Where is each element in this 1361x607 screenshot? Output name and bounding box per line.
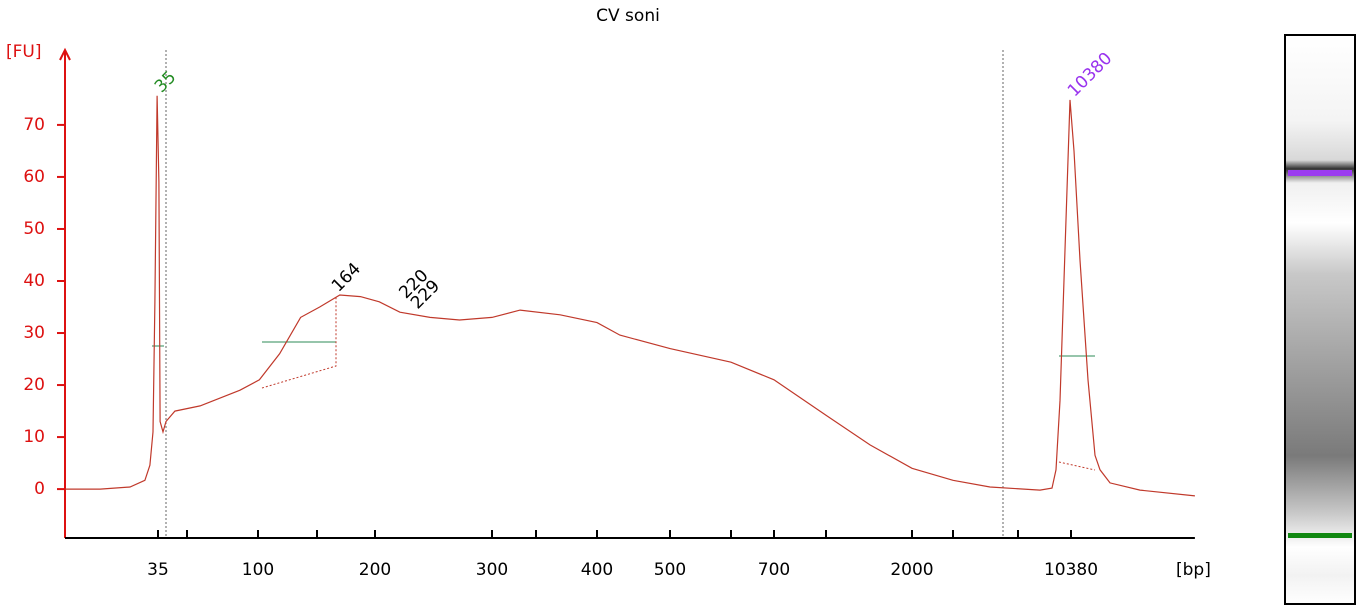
gel-lane bbox=[1284, 34, 1356, 605]
lower-marker-band bbox=[1288, 533, 1352, 538]
x-tick-label: 100 bbox=[242, 560, 274, 580]
upper-marker-band bbox=[1288, 170, 1352, 176]
y-axis-label: [FU] bbox=[6, 42, 42, 62]
y-tick-label: 30 bbox=[23, 323, 45, 343]
y-tick-label: 40 bbox=[23, 271, 45, 291]
x-tick-label: 35 bbox=[147, 560, 169, 580]
x-tick-label: 10380 bbox=[1044, 560, 1098, 580]
trace bbox=[65, 95, 1195, 497]
x-axis-label: [bp] bbox=[1176, 560, 1211, 580]
x-tick-label: 300 bbox=[476, 560, 508, 580]
x-tick-label: 200 bbox=[359, 560, 391, 580]
y-tick-label: 70 bbox=[23, 115, 45, 135]
y-tick-label: 20 bbox=[23, 375, 45, 395]
peak-label: 10380 bbox=[1064, 49, 1116, 101]
peak-label: 164 bbox=[328, 259, 365, 296]
x-tick-label: 400 bbox=[581, 560, 613, 580]
y-tick-label: 10 bbox=[23, 427, 45, 447]
y-tick-label: 50 bbox=[23, 219, 45, 239]
baseline bbox=[261, 296, 337, 389]
y-axis-arrow bbox=[59, 47, 71, 61]
peak-label: 35 bbox=[151, 67, 180, 96]
x-tick-label: 700 bbox=[758, 560, 790, 580]
x-tick-label: 2000 bbox=[890, 560, 933, 580]
y-tick-label: 60 bbox=[23, 167, 45, 187]
y-tick-label: 0 bbox=[34, 479, 45, 499]
baseline bbox=[1058, 461, 1096, 471]
x-tick-label: 500 bbox=[654, 560, 686, 580]
chart-title: CV soni bbox=[596, 6, 660, 26]
